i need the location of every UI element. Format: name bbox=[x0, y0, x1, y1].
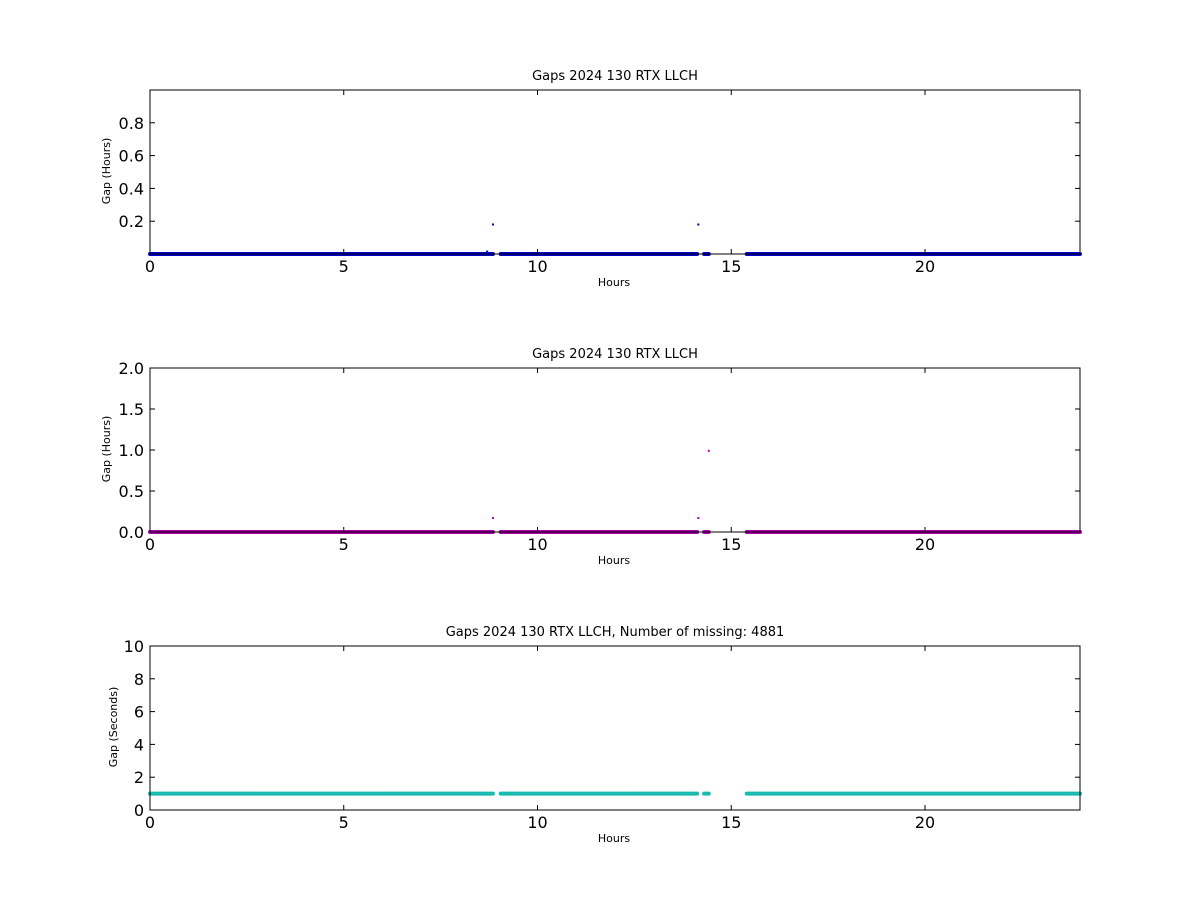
panel-2-title: Gaps 2024 130 RTX LLCH bbox=[532, 347, 698, 362]
panel-3-plot-area: 0 5 10 15 20 0 2 4 6 8 10 bbox=[124, 637, 1082, 832]
panel-3-y-tick-label: 2 bbox=[134, 768, 144, 787]
panel-3-x-tick-label: 20 bbox=[915, 813, 935, 832]
panel-1-xlabel: Hours bbox=[598, 276, 630, 289]
panel-2-x-tick-label: 10 bbox=[527, 535, 547, 554]
panel-2-data-point-3 bbox=[707, 449, 710, 452]
panel-1-y-tick-label: 0.8 bbox=[119, 114, 144, 133]
panel-3-x-tick-label: 0 bbox=[145, 813, 155, 832]
panel-1-axes-frame bbox=[149, 89, 1081, 255]
panel-2-ylabel: Gap (Hours) bbox=[100, 416, 113, 483]
panel-2-y-tick-label: 0.5 bbox=[119, 482, 144, 501]
panel-1-x-tick-label: 20 bbox=[915, 257, 935, 276]
panel-1-y-tick-label: 0.2 bbox=[119, 212, 144, 231]
panel-2-x-tick-label: 5 bbox=[339, 535, 349, 554]
panel-1-ylabel: Gap (Hours) bbox=[100, 138, 113, 205]
panel-2-xlabel: Hours bbox=[598, 554, 630, 567]
panel-3-x-tick-label: 5 bbox=[339, 813, 349, 832]
panel-2-x-tick-label: 15 bbox=[721, 535, 741, 554]
panel-3-y-tick-label: 0 bbox=[134, 801, 144, 820]
panel-3-x-tick-label: 10 bbox=[527, 813, 547, 832]
panel-3-y-tick-label: 6 bbox=[134, 703, 144, 722]
panel-2-x-tick-label: 0 bbox=[145, 535, 155, 554]
panel-3-y-tick-label: 8 bbox=[134, 670, 144, 689]
panel-2: Gaps 2024 130 RTX LLCH 0 5 10 15 20 0.0 0.5 1.0… bbox=[100, 347, 1082, 567]
panel-1-data-point-2 bbox=[697, 223, 700, 226]
panel-3-ylabel: Gap (Seconds) bbox=[107, 687, 120, 768]
panel-2-plot-area: 0 5 10 15 20 0.0 0.5 1.0 1.5 2.0 bbox=[119, 359, 1082, 554]
panel-1-x-tick-label: 10 bbox=[527, 257, 547, 276]
panel-2-data-point-2 bbox=[697, 517, 700, 520]
panel-2-y-tick-label: 1.5 bbox=[119, 400, 144, 419]
panel-1-x-tick-label: 0 bbox=[145, 257, 155, 276]
panel-2-y-tick-label: 2.0 bbox=[119, 359, 144, 378]
panel-2-y-tick-label: 0.0 bbox=[119, 523, 144, 542]
panel-1-x-tick-label: 15 bbox=[721, 257, 741, 276]
panel-1-plot-area: 0 5 10 15 20 0.2 0.4 0.6 0.8 bbox=[119, 89, 1082, 276]
panel-3-y-tick-label: 10 bbox=[124, 637, 144, 656]
panel-3-title: Gaps 2024 130 RTX LLCH, Number of missin… bbox=[446, 625, 785, 640]
panel-2-y-tick-label: 1.0 bbox=[119, 441, 144, 460]
panel-1-title: Gaps 2024 130 RTX LLCH bbox=[532, 69, 698, 84]
panel-2-x-tick-label: 20 bbox=[915, 535, 935, 554]
panel-3-x-tick-label: 15 bbox=[721, 813, 741, 832]
panel-1-data-point-1 bbox=[491, 223, 494, 226]
panel-2-data-point-1 bbox=[491, 517, 494, 520]
panel-1-x-tick-label: 5 bbox=[339, 257, 349, 276]
panel-1-y-tick-label: 0.4 bbox=[119, 179, 144, 198]
panel-1-y-tick-label: 0.6 bbox=[119, 147, 144, 166]
panel-1: Gaps 2024 130 RTX LLCH 0 5 10 15 20 0.2 0.4 0.6… bbox=[100, 69, 1082, 289]
panel-3-axes-frame bbox=[149, 645, 1081, 811]
panel-3: Gaps 2024 130 RTX LLCH, Number of missin… bbox=[107, 625, 1082, 845]
panel-3-y-tick-label: 4 bbox=[134, 735, 144, 754]
panel-1-data-point-3 bbox=[486, 250, 489, 253]
panel-3-xlabel: Hours bbox=[598, 832, 630, 845]
